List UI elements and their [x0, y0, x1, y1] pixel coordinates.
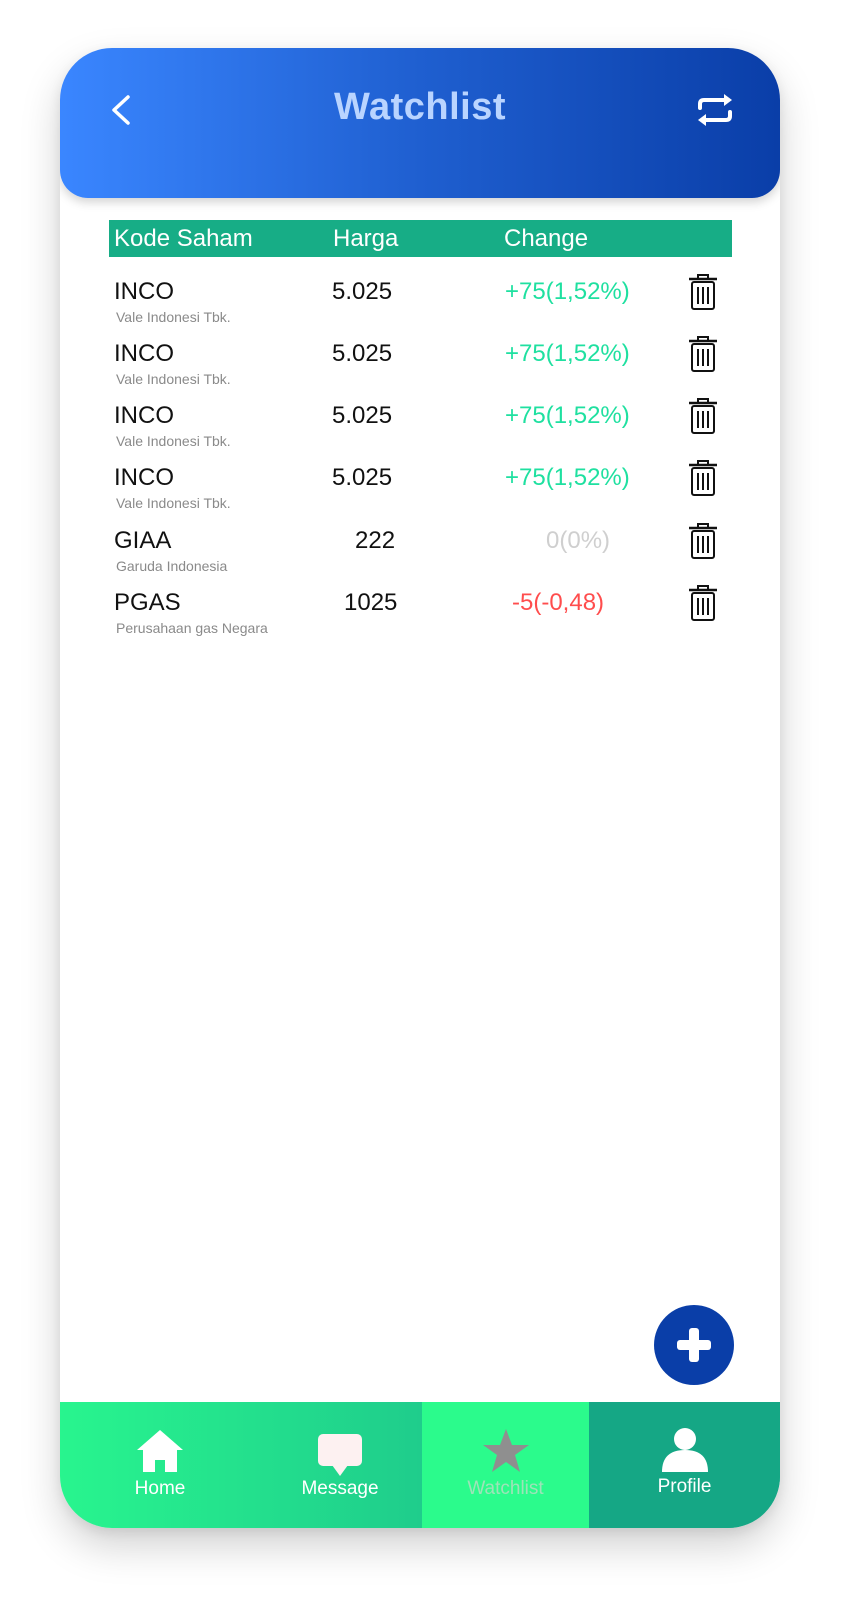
stock-code: INCO: [114, 278, 174, 305]
stock-price: 222: [355, 527, 396, 554]
table-row[interactable]: INCO Vale Indonesi Tbk. 5.025 +75(1,52%): [60, 398, 780, 464]
company-name: Garuda Indonesia: [116, 558, 228, 574]
company-name: Perusahaan gas Negara: [116, 620, 268, 636]
delete-button[interactable]: [686, 522, 720, 560]
nav-label-profile: Profile: [657, 1476, 712, 1497]
stock-code: GIAA: [114, 527, 172, 554]
plus-icon: [677, 1328, 711, 1362]
column-header-code: Kode Saham: [114, 225, 253, 252]
table-row[interactable]: INCO Vale Indonesi Tbk. 5.025 +75(1,52%): [60, 460, 780, 526]
stock-code: PGAS: [114, 589, 181, 616]
bottom-navigation: Home Message Watchlist Profile: [60, 1402, 780, 1528]
home-icon: [137, 1430, 183, 1472]
nav-label-home: Home: [134, 1478, 186, 1499]
refresh-icon: [698, 94, 732, 126]
stock-price: 5.025: [332, 464, 393, 491]
page-title: Watchlist: [334, 86, 506, 128]
table-row[interactable]: INCO Vale Indonesi Tbk. 5.025 +75(1,52%): [60, 336, 780, 402]
message-icon: [318, 1434, 362, 1476]
nav-label-message: Message: [301, 1478, 379, 1499]
column-header-price: Harga: [333, 225, 399, 252]
stock-change: +75(1,52%): [505, 340, 630, 367]
delete-button[interactable]: [686, 273, 720, 311]
table-header: Kode Saham Harga Change: [109, 220, 732, 257]
company-name: Vale Indonesi Tbk.: [116, 371, 231, 387]
nav-item-watchlist[interactable]: Watchlist: [422, 1402, 589, 1528]
stock-code: INCO: [114, 464, 174, 491]
nav-label-watchlist: Watchlist: [467, 1478, 544, 1499]
table-row[interactable]: INCO Vale Indonesi Tbk. 5.025 +75(1,52%): [60, 274, 780, 340]
user-icon: [661, 1428, 708, 1472]
star-icon: [482, 1429, 529, 1472]
column-header-change: Change: [504, 225, 589, 252]
stock-price: 5.025: [332, 278, 393, 305]
stock-code: INCO: [114, 402, 174, 429]
back-button[interactable]: [100, 88, 144, 132]
nav-item-home[interactable]: Home: [100, 1402, 220, 1528]
stock-code: INCO: [114, 340, 174, 367]
refresh-button[interactable]: [690, 88, 740, 132]
stock-change: +75(1,52%): [505, 278, 630, 305]
delete-button[interactable]: [686, 397, 720, 435]
company-name: Vale Indonesi Tbk.: [116, 309, 231, 325]
company-name: Vale Indonesi Tbk.: [116, 433, 231, 449]
table-row[interactable]: GIAA Garuda Indonesia 222 0(0%): [60, 523, 780, 589]
stock-price: 5.025: [332, 340, 393, 367]
delete-button[interactable]: [686, 335, 720, 373]
stock-price: 5.025: [332, 402, 393, 429]
table-row[interactable]: PGAS Perusahaan gas Negara 1025 -5(-0,48…: [60, 585, 780, 651]
delete-button[interactable]: [686, 459, 720, 497]
phone-frame: Watchlist Kode Saham Harga Change INCO V…: [60, 48, 780, 1528]
nav-item-message[interactable]: Message: [270, 1402, 410, 1528]
stock-change: 0(0%): [546, 527, 611, 554]
stock-change: -5(-0,48): [512, 589, 605, 616]
stock-change: +75(1,52%): [505, 402, 630, 429]
add-stock-button[interactable]: [654, 1305, 734, 1385]
app-header: Watchlist: [60, 48, 780, 198]
company-name: Vale Indonesi Tbk.: [116, 495, 231, 511]
delete-button[interactable]: [686, 584, 720, 622]
stock-change: +75(1,52%): [505, 464, 630, 491]
chevron-left-icon: [112, 95, 130, 125]
nav-item-profile[interactable]: Profile: [589, 1402, 780, 1528]
stock-price: 1025: [344, 589, 398, 616]
